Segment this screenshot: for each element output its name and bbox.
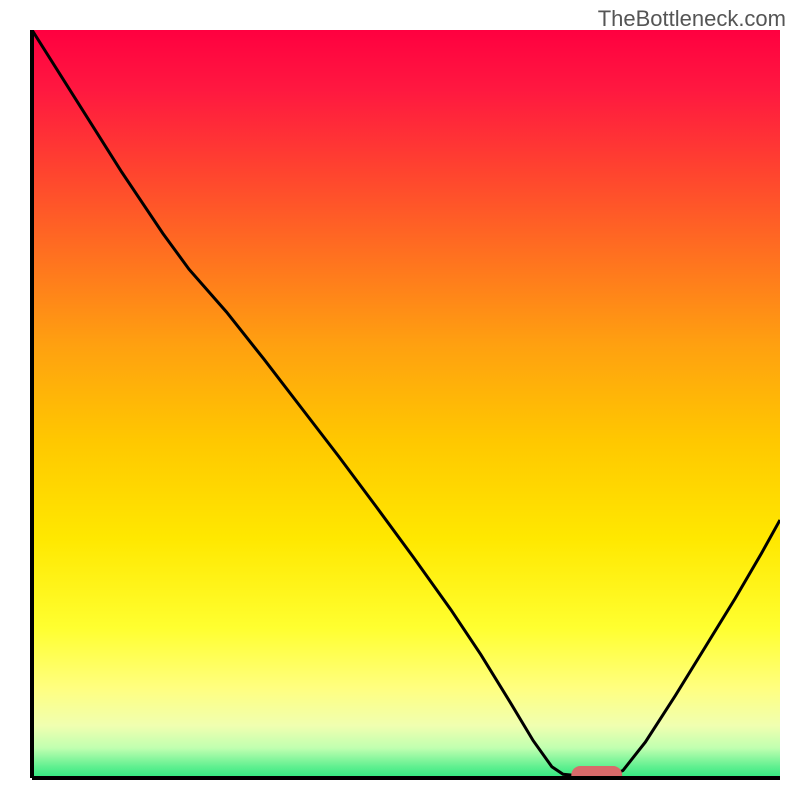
bottleneck-chart <box>0 0 800 800</box>
gradient-background <box>32 30 780 778</box>
watermark-text: TheBottleneck.com <box>598 6 786 32</box>
optimal-marker <box>571 766 622 784</box>
